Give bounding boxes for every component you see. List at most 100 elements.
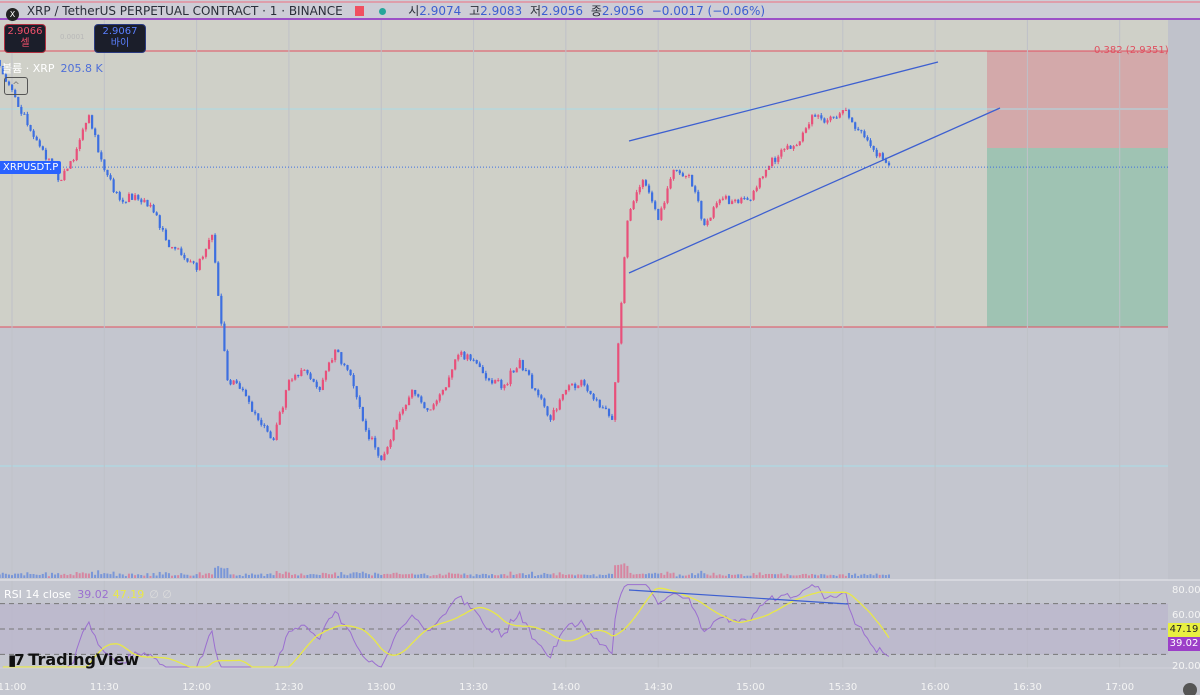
- volume-bar: [697, 573, 700, 578]
- volume-bar: [463, 573, 466, 578]
- volume-bar: [758, 572, 761, 578]
- candle-body: [198, 258, 201, 270]
- candle-body: [207, 239, 211, 249]
- volume-bar: [417, 574, 420, 578]
- volume-bar: [881, 574, 884, 578]
- volume-bar: [494, 575, 497, 578]
- symbol-header: X XRP / TetherUS PERPETUAL CONTRACT · 1 …: [6, 2, 765, 21]
- volume-bar: [555, 575, 558, 578]
- candle-body: [35, 136, 38, 141]
- candle-body: [303, 369, 306, 371]
- volume-bar: [820, 574, 823, 578]
- volume-bar: [804, 573, 807, 578]
- candle-body: [749, 199, 752, 201]
- volume-bar: [537, 575, 540, 578]
- candle-body: [38, 140, 41, 147]
- tradingview-logo[interactable]: ▮7 TradingView: [8, 650, 139, 669]
- symbol-price-label: XRPUSDT.P: [0, 161, 62, 174]
- volume-bar: [755, 574, 758, 578]
- volume-bar: [491, 574, 494, 578]
- candle-body: [869, 140, 872, 146]
- candle-body: [481, 366, 484, 374]
- volume-bar: [777, 574, 780, 578]
- volume-bar: [309, 574, 312, 578]
- candle-body: [844, 110, 848, 112]
- sell-price: 2.9066: [7, 26, 43, 37]
- candle-body: [466, 354, 469, 360]
- volume-bar: [764, 573, 767, 578]
- candle-body: [112, 179, 115, 192]
- candle-body: [223, 323, 226, 351]
- volume-bar: [91, 571, 94, 578]
- volume-bar: [607, 573, 610, 578]
- tradingview-wordmark: TradingView: [28, 650, 140, 669]
- volume-bar: [189, 575, 192, 578]
- candle-body: [278, 412, 281, 425]
- candle-body: [11, 84, 14, 90]
- volume-bar: [524, 574, 527, 578]
- candle-body: [651, 192, 654, 202]
- volume-bar: [331, 574, 334, 578]
- candle-body: [487, 378, 491, 381]
- time-label: 16:00: [920, 682, 950, 693]
- volume-bar: [644, 574, 647, 578]
- volume-bar: [869, 574, 872, 578]
- candle-body: [451, 369, 454, 378]
- candle-body: [740, 198, 743, 203]
- candle-body: [777, 156, 780, 162]
- volume-bar: [509, 571, 512, 578]
- volume-bar: [97, 570, 100, 578]
- candle-body: [257, 413, 260, 420]
- volume-bar: [349, 573, 352, 578]
- candle-body: [174, 247, 177, 249]
- candle-body: [783, 149, 786, 151]
- symbol-title[interactable]: XRP / TetherUS PERPETUAL CONTRACT · 1 · …: [26, 4, 343, 18]
- volume-bar: [727, 574, 730, 578]
- volume-bar: [860, 574, 863, 578]
- candle-body: [214, 234, 217, 263]
- volume-bar: [761, 575, 764, 578]
- volume-bar: [137, 574, 140, 578]
- volume-bar: [38, 574, 41, 578]
- candle-body: [438, 394, 441, 401]
- volume-bar: [875, 573, 878, 578]
- sell-button[interactable]: 2.9066 셀: [4, 24, 46, 53]
- volume-legend: 볼륨 · XRP 205.8 K: [2, 60, 103, 76]
- flag-icon[interactable]: [354, 6, 364, 16]
- volume-bar: [641, 573, 644, 578]
- candle-body: [155, 212, 158, 216]
- collapse-legend-button[interactable]: ^: [4, 77, 28, 95]
- volume-bar: [195, 574, 198, 578]
- candle-body: [164, 229, 168, 240]
- candle-body: [367, 430, 371, 440]
- volume-bar: [115, 575, 118, 578]
- candle-body: [531, 374, 534, 389]
- close-label: 종: [590, 4, 602, 18]
- buy-label: 바이: [110, 38, 130, 49]
- volume-bar: [251, 573, 254, 578]
- time-label: 12:30: [274, 682, 304, 693]
- candle-body: [226, 350, 229, 381]
- candle-body: [712, 207, 715, 218]
- candle-body: [395, 419, 398, 430]
- candle-body: [457, 354, 460, 360]
- volume-bar: [272, 575, 275, 578]
- volume-bar: [734, 574, 737, 578]
- volume-bar: [792, 575, 795, 578]
- volume-bar: [303, 575, 306, 578]
- candle-body: [321, 379, 324, 390]
- volume-bar: [94, 574, 97, 578]
- candle-body: [737, 199, 740, 203]
- volume-bar: [617, 564, 620, 578]
- buy-button[interactable]: 2.9067 바이: [94, 24, 146, 53]
- candle-body: [641, 180, 644, 188]
- candle-body: [807, 124, 811, 129]
- volume-bar: [718, 574, 721, 578]
- rsi-title: RSI 14 close: [4, 588, 72, 601]
- volume-bar: [660, 573, 663, 578]
- volume-bar: [527, 574, 530, 578]
- volume-bar: [454, 573, 457, 578]
- volume-bar: [444, 574, 447, 578]
- candle-body: [709, 217, 712, 221]
